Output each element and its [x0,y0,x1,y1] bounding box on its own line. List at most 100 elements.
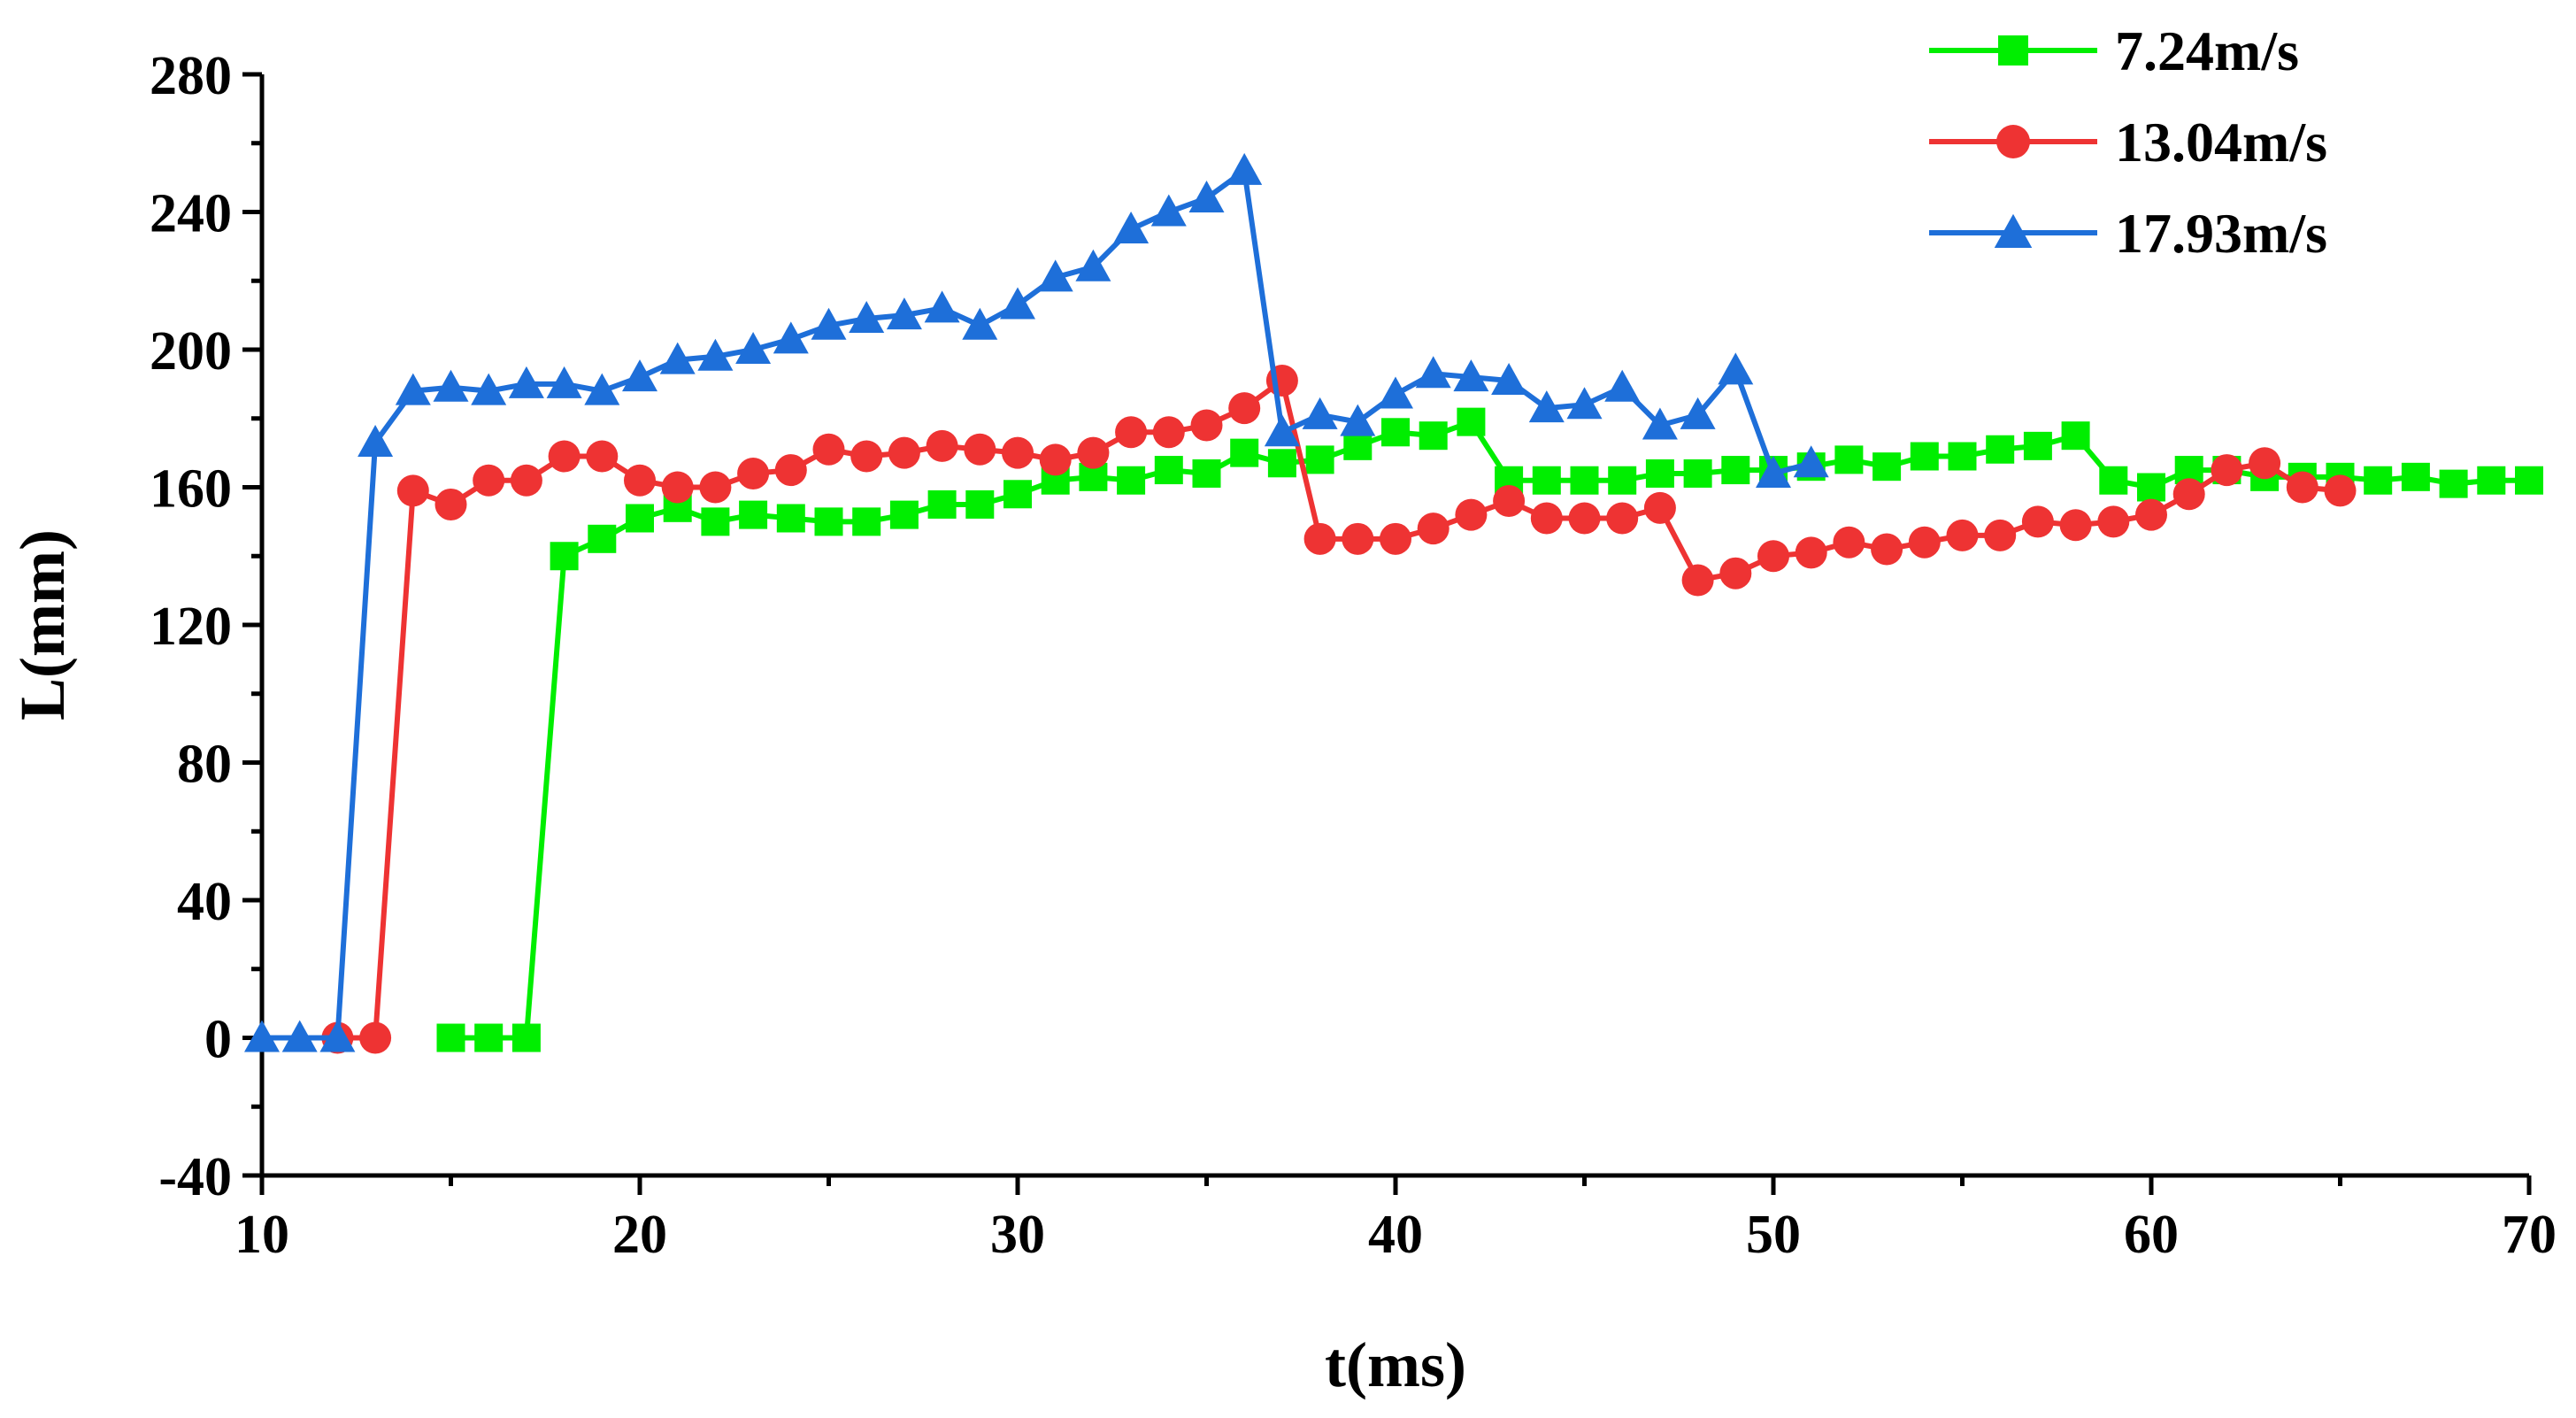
data-point [849,301,885,334]
y-tick-label: 240 [150,184,232,244]
data-point [1226,152,1263,185]
data-point [850,440,883,473]
data-point [697,338,734,371]
data-point [1608,466,1637,495]
series-1 [436,407,2543,1052]
data-point [1528,390,1565,423]
data-point [1455,498,1488,531]
data-point [811,307,847,340]
x-tick-label: 70 [2502,1205,2557,1265]
data-point [281,1020,318,1052]
legend-item: 7.24m/s [1929,19,2299,82]
data-point [1230,438,1259,467]
data-point [244,1020,280,1052]
data-point [1996,125,2030,158]
data-point [546,366,582,398]
data-point [962,307,998,340]
data-point [474,1023,504,1052]
data-point [584,373,620,405]
data-point [1872,452,1902,482]
x-tick-label: 50 [1746,1205,1801,1265]
data-point [1264,414,1300,447]
data-point [1948,442,1977,471]
data-point [739,500,768,529]
data-point [1117,466,1146,495]
data-point [2324,474,2357,507]
data-point [1303,522,1336,555]
legend: 7.24m/s 13.04m/s 17.93m/s [1929,19,2327,265]
data-point [659,342,696,374]
data-point [1152,416,1185,449]
data-point [927,489,957,519]
data-point [1003,480,1032,509]
data-point [1002,436,1034,469]
data-point [926,429,958,462]
data-point [1188,180,1225,212]
data-point [1994,213,2033,248]
y-tick-label: 200 [150,321,232,381]
data-point [924,290,960,323]
data-point [1833,526,1865,559]
data-point [1340,404,1376,436]
data-point [395,373,431,405]
data-point [586,440,619,473]
y-tick-label: 120 [150,597,232,657]
data-point [626,504,654,533]
data-point [965,489,995,519]
data-point [1568,502,1601,535]
data-point [1984,519,2017,551]
data-point [1643,491,1676,524]
data-point [508,366,544,398]
legend-label: 17.93m/s [2115,202,2327,265]
data-point [1910,442,1939,471]
data-point [1381,418,1410,447]
data-point [436,1023,465,1052]
data-point [1986,435,2015,464]
data-point [1228,392,1261,425]
data-point [1719,557,1752,590]
data-point [1150,194,1187,227]
legend-label: 7.24m/s [2115,19,2299,82]
data-point [2439,469,2468,498]
data-point [1305,445,1334,474]
data-point [1756,455,1791,488]
axes: 10 20 30 40 50 60 70 -40 0 40 80 120 160 200 240 280 [150,46,2557,1265]
data-point [2515,466,2543,495]
data-point [2364,466,2393,495]
data-point [1380,522,1411,555]
data-point [2135,498,2167,531]
data-point [434,488,467,520]
x-tick-label: 20 [612,1205,667,1265]
data-point [396,474,429,507]
data-point [661,471,694,504]
data-point [737,457,770,489]
data-point [433,369,469,402]
legend-item: 13.04m/s [1929,111,2327,173]
data-point [2137,473,2165,502]
data-point [2172,478,2205,511]
data-point [1039,443,1072,476]
data-point [1532,466,1561,495]
series-layer [244,152,2543,1054]
x-tick-label: 30 [990,1205,1045,1265]
data-point [2059,509,2092,542]
data-point [776,504,805,533]
data-point [319,1020,356,1052]
data-point [471,373,507,405]
y-tick-label: 160 [150,459,232,520]
data-point [1190,409,1223,442]
y-tick-label: -40 [158,1147,232,1207]
data-point [1415,356,1451,389]
data-point [1267,449,1296,478]
series-3 [244,152,1829,1052]
data-point [773,321,809,354]
data-point [812,433,845,466]
data-point [889,500,919,529]
data-point [2249,447,2281,480]
data-point [1795,536,1827,569]
data-point [1606,502,1639,535]
data-point [1998,35,2028,66]
data-point [699,471,732,504]
data-point [888,436,920,469]
data-point [1453,359,1489,392]
